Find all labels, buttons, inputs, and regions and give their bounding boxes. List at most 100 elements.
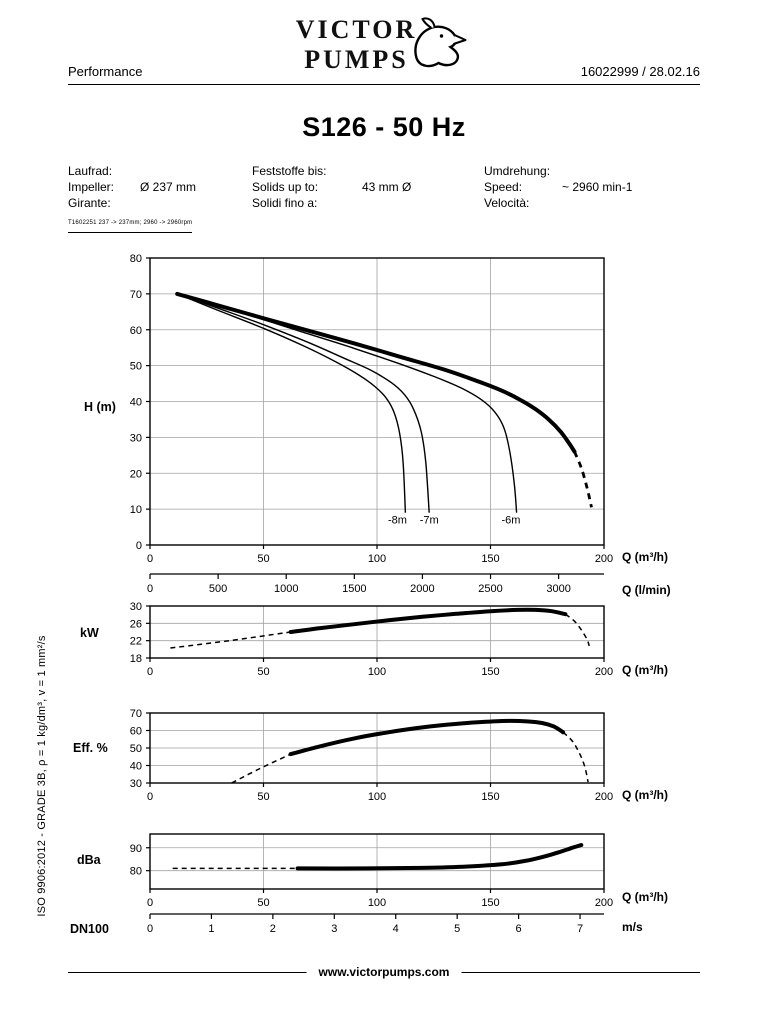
svg-text:3000: 3000 (546, 583, 570, 595)
svg-text:10: 10 (130, 504, 142, 516)
suction-lift-6m (177, 293, 518, 513)
svg-text:1500: 1500 (342, 583, 366, 595)
svg-text:70: 70 (130, 289, 142, 301)
page-title: S126 - 50 Hz (302, 112, 466, 142)
svg-text:100: 100 (368, 666, 386, 678)
svg-text:0: 0 (147, 897, 153, 909)
svg-text:30: 30 (130, 778, 142, 790)
flow-unit-label-head: Q (m³/h) (622, 550, 668, 564)
power-chart: 0 50 100 150 200 18 22 26 30 (106, 600, 620, 691)
efficiency-curve (288, 718, 566, 757)
flow-unit-label-dba: Q (m³/h) (622, 890, 668, 904)
dn100-label: DN100 (70, 922, 109, 936)
head-capacity-chart: 0 50 100 150 200 0 10 20 30 40 50 60 70 80 -8m -7m -6m (106, 250, 620, 578)
head-curve-main (175, 291, 577, 454)
svg-text:50: 50 (130, 361, 142, 373)
svg-text:70: 70 (130, 708, 142, 720)
svg-text:2000: 2000 (410, 583, 434, 595)
logo-word-pumps: PUMPS (304, 45, 409, 74)
svg-text:150: 150 (481, 791, 499, 803)
solids-label-en: Solids up to: (252, 180, 319, 194)
flow-lmin-axis: 0 500 1000 1500 2000 2500 3000 (106, 570, 620, 605)
svg-text:80: 80 (130, 866, 142, 878)
svg-text:30: 30 (130, 601, 142, 613)
document-number: 16022999 / 28.02.16 (580, 64, 700, 79)
power-curve (288, 607, 568, 634)
impeller-label-de: Laufrad: (68, 164, 113, 178)
flow-unit-label-kw: Q (m³/h) (622, 663, 668, 677)
svg-text:100: 100 (368, 553, 386, 565)
svg-text:200: 200 (595, 791, 613, 803)
speed-label-it: Velocità: (484, 196, 530, 210)
svg-text:0: 0 (147, 666, 153, 678)
svg-text:50: 50 (257, 553, 269, 565)
performance-label: Performance (68, 64, 143, 79)
svg-text:2: 2 (270, 923, 276, 935)
logo-dog-icon (414, 17, 467, 68)
svg-text:1000: 1000 (274, 583, 298, 595)
svg-text:26: 26 (130, 618, 142, 630)
svg-text:200: 200 (595, 553, 613, 565)
website-link: www.victorpumps.com (306, 965, 462, 979)
efficiency-tail-dashed (562, 731, 589, 783)
svg-text:0: 0 (147, 553, 153, 565)
svg-text:150: 150 (481, 666, 499, 678)
svg-text:500: 500 (209, 583, 227, 595)
impeller-info-block: Laufrad: Impeller: Ø 237 mm Girante: T160… (68, 163, 196, 233)
speed-label-en: Speed: (484, 180, 523, 194)
svg-text:30: 30 (130, 432, 142, 444)
efficiency-axis-label: Eff. % (73, 741, 108, 755)
svg-text:40: 40 (130, 761, 142, 773)
solids-info-block: Feststoffe bis: Solids up to: 43 mm Ø Sol… (252, 163, 411, 211)
svg-text:80: 80 (130, 253, 142, 265)
svg-text:90: 90 (130, 843, 142, 855)
svg-text:60: 60 (130, 325, 142, 337)
svg-text:0: 0 (147, 923, 153, 935)
svg-text:60: 60 (130, 726, 142, 738)
impeller-value: Ø 237 mm (140, 180, 197, 194)
svg-text:0: 0 (147, 791, 153, 803)
solids-label-it: Solidi fino a: (252, 196, 318, 210)
svg-text:50: 50 (257, 666, 269, 678)
power-axis-label: kW (80, 626, 99, 640)
suction-lift-8m (176, 293, 407, 513)
curve-label--8m: -8m (388, 514, 407, 526)
svg-text:6: 6 (516, 923, 522, 935)
flow-unit-label-eff: Q (m³/h) (622, 788, 668, 802)
logo-word-victor: VICTOR (296, 15, 418, 44)
svg-text:20: 20 (130, 468, 142, 480)
velocity-unit-label: m/s (622, 920, 643, 934)
iso-standard-note: ISO 9906:2012 - GRADE 3B, ρ = 1 kg/dm³, … (36, 635, 48, 917)
svg-text:5: 5 (454, 923, 460, 935)
suction-lift-7m (176, 293, 430, 513)
head-curve-limit-dashed (573, 451, 593, 508)
speed-label-de: Umdrehung: (484, 164, 551, 178)
power-lead-dashed (170, 631, 291, 649)
victor-pumps-logo: VICTOR PUMPS (296, 15, 467, 74)
curve-label--6m: -6m (501, 514, 520, 526)
svg-text:100: 100 (368, 791, 386, 803)
svg-text:7: 7 (577, 923, 583, 935)
curve-label--7m: -7m (420, 514, 439, 526)
svg-text:40: 40 (130, 397, 142, 409)
svg-text:18: 18 (130, 653, 142, 665)
impeller-label-en: Impeller: (68, 180, 115, 194)
svg-text:0: 0 (136, 540, 142, 552)
speed-info-block: Umdrehung: Speed: ~ 2960 min-1 Velocità: (484, 163, 632, 211)
power-tail-dashed (564, 613, 590, 647)
svg-text:150: 150 (481, 897, 499, 909)
svg-text:200: 200 (595, 897, 613, 909)
svg-text:22: 22 (130, 636, 142, 648)
impeller-trim-note: T1602251 237 -> 237mm; 2960 -> 2960rpm (68, 215, 193, 233)
svg-text:50: 50 (130, 743, 142, 755)
svg-text:150: 150 (481, 553, 499, 565)
svg-text:0: 0 (147, 583, 153, 595)
impeller-label-it: Girante: (68, 196, 111, 210)
svg-text:50: 50 (257, 897, 269, 909)
svg-text:2500: 2500 (478, 583, 502, 595)
svg-text:4: 4 (393, 923, 399, 935)
svg-text:50: 50 (257, 791, 269, 803)
svg-text:3: 3 (331, 923, 337, 935)
speed-value: ~ 2960 min-1 (562, 180, 633, 194)
